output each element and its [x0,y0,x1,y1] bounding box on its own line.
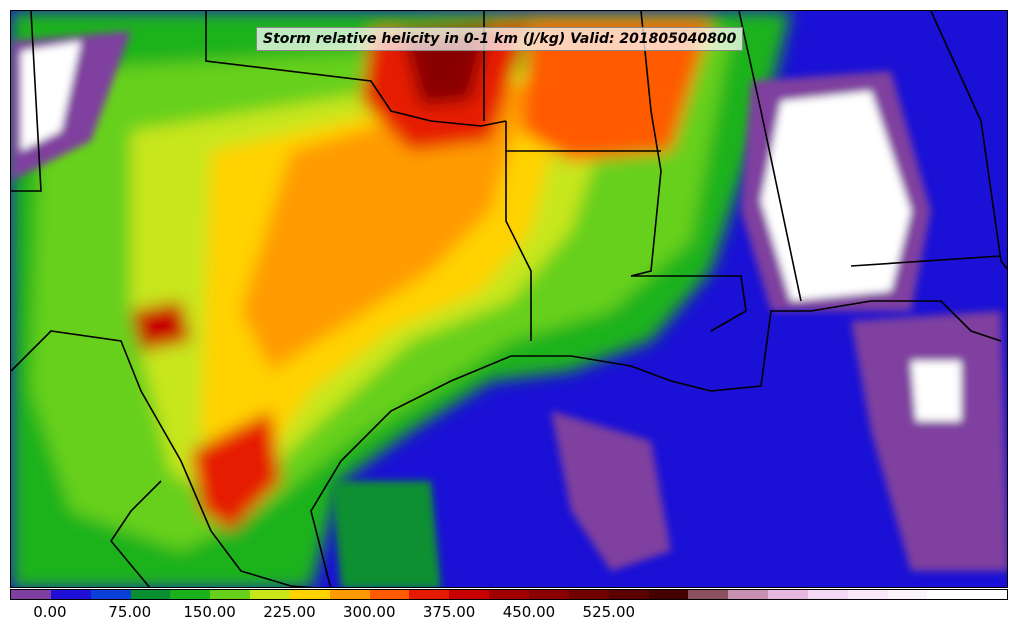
colorbar-segment [528,590,569,599]
helicity-map [11,11,1007,587]
colorbar-segment [489,590,529,599]
colorbar-segment [887,590,928,599]
colorbar-tick-label: 300.00 [343,603,396,621]
colorbar-segment [50,590,91,599]
map-panel: Storm relative helicity in 0-1 km (J/kg)… [10,10,1008,588]
colorbar-segment [289,590,330,599]
colorbar-segment [170,590,211,599]
map-title: Storm relative helicity in 0-1 km (J/kg)… [256,27,744,51]
colorbar-segment [369,590,410,599]
colorbar-labels: 0.00 75.00 150.00 225.00 300.00 375.00 450.00 5… [10,603,1008,623]
colorbar-tick-label: 150.00 [183,603,236,621]
colorbar-segment [449,590,490,599]
colorbar-segment [688,590,729,599]
colorbar-tick-label: 225.00 [263,603,316,621]
colorbar-tick-label: 450.00 [502,603,556,621]
colorbar-tick-label: 375.00 [422,603,476,621]
colorbar-segment [568,590,609,599]
colorbar-segment [608,590,649,599]
colorbar-segment [130,590,171,599]
colorbar-segment [329,590,370,599]
colorbar-tick-label: 0.00 [33,603,67,621]
colorbar-tick-label: 75.00 [108,603,152,621]
colorbar-segment [210,590,251,599]
colorbar-segment [728,590,769,599]
colorbar-segment [847,590,888,599]
colorbar-segment [11,590,51,599]
helicity-field [11,11,791,587]
colorbar [10,589,1008,600]
colorbar-segment [768,590,808,599]
colorbar-segment [927,590,968,599]
colorbar-segment [967,590,1008,599]
colorbar-segment [90,590,131,599]
boundary-lines [11,11,1007,587]
colorbar-segment [409,590,450,599]
colorbar-segment [648,590,689,599]
low-helicity-field [11,31,1007,587]
colorbar-segment [807,590,848,599]
colorbar-tick-label: 525.00 [582,603,636,621]
colorbar-segment [250,590,290,599]
